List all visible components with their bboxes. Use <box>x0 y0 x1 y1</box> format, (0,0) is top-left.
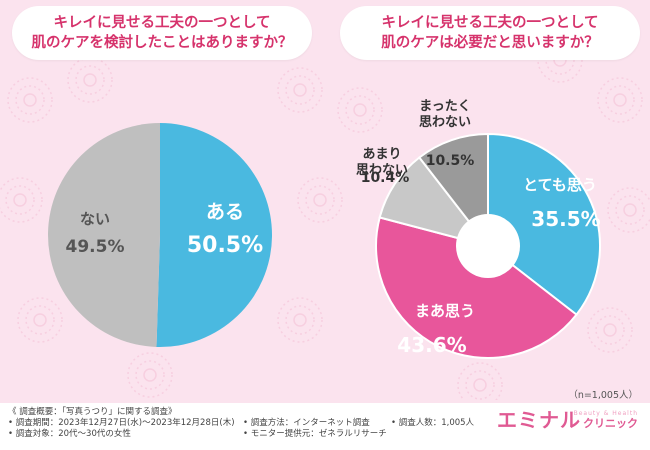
pie2-slice-3 <box>378 156 491 248</box>
footer-col-1: 《 調査概要：「写真うつり」に関する調査》 • 調査期間：2023年12月27日… <box>8 407 235 440</box>
pie2-label-3-line1: あまり <box>362 147 401 162</box>
right-title-line1: キレイに見せる工夫の一つとして <box>381 15 599 31</box>
left-title-line1: キレイに見せる工夫の一つとして <box>53 15 271 31</box>
right-title-line2: 肌のケアは必要だと思いますか？ <box>381 35 599 51</box>
pie1-label-1: ある <box>206 201 244 223</box>
footer-col-3: • 調査人数：1,005人 <box>391 418 474 429</box>
pie1-slice-2 <box>48 123 160 347</box>
pie1-value-1: 50.5% <box>187 233 263 258</box>
brand-logo: Beauty & Health エミナル クリニック <box>497 410 638 430</box>
pie2-center-hole <box>456 214 520 278</box>
survey-footer: 《 調査概要：「写真うつり」に関する調査》 • 調査期間：2023年12月27日… <box>0 403 650 450</box>
pie2-value-2: 43.6% <box>397 333 466 357</box>
brand-tagline: Beauty & Health <box>573 410 638 417</box>
survey-period: • 調査期間：2023年12月27日(水)〜2023年12月28日(木) <box>8 418 235 428</box>
survey-target: • 調査対象：20代〜30代の女性 <box>8 429 131 439</box>
sample-size-note: （n=1,005人） <box>568 390 638 401</box>
pie2-value-3: 10.4% <box>361 170 410 186</box>
survey-overview: 《 調査概要：「写真うつり」に関する調査》 <box>8 407 177 417</box>
pie2-label-4-line1: まったく <box>419 99 470 114</box>
pie2-value-4: 10.5% <box>426 153 475 169</box>
pie1-slice-1 <box>156 123 273 347</box>
right-chart-title: キレイに見せる工夫の一つとして 肌のケアは必要だと思いますか？ <box>340 6 640 60</box>
pie2-label-3-line2: 思わない <box>356 163 408 178</box>
brand-name: エミナル <box>497 408 581 432</box>
survey-provider: • モニター提供元：ゼネラルリサーチ <box>243 429 387 439</box>
survey-method: • 調査方法：インターネット調査 <box>243 418 370 428</box>
pie2-slice-4 <box>417 132 489 249</box>
footer-col-2: • 調査方法：インターネット調査 • モニター提供元：ゼネラルリサーチ <box>243 418 387 440</box>
left-title-line2: 肌のケアを検討したことはありますか？ <box>31 35 293 51</box>
brand-sub: クリニック <box>583 417 638 430</box>
pie2-label-4-line2: 思わない <box>419 115 471 130</box>
survey-count: • 調査人数：1,005人 <box>391 418 475 428</box>
pie2-label-2: まあ思う <box>415 302 475 320</box>
pie2-slice-1 <box>487 132 601 317</box>
pie-charts: ある50.5%ない49.5%とても思う35.5%まあ思う43.6%あまり思わない… <box>48 99 601 359</box>
left-chart-title: キレイに見せる工夫の一つとして 肌のケアを検討したことはありますか？ <box>12 6 312 60</box>
pie2-value-1: 35.5% <box>531 207 600 231</box>
pie1-value-2: 49.5% <box>66 237 125 257</box>
pie1-label-2: ない <box>80 210 110 228</box>
pie2-label-1: とても思う <box>523 176 597 194</box>
pie2-slice-2 <box>375 216 578 359</box>
